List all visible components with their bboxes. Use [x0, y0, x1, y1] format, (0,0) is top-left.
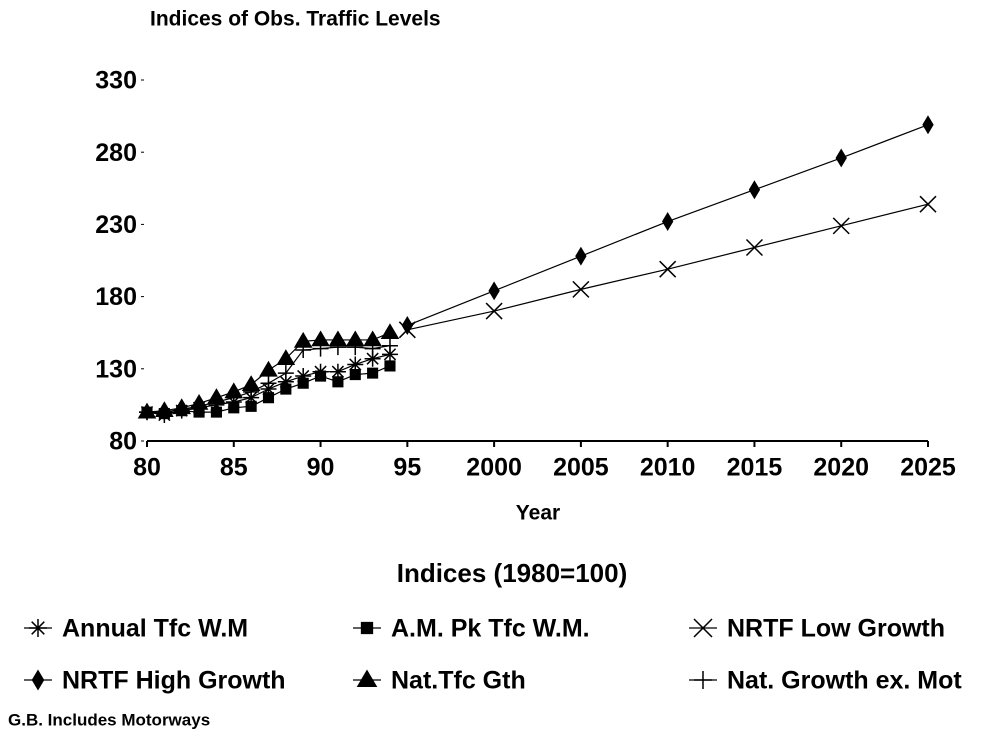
legend-label: Nat. Growth ex. Mot — [727, 667, 962, 695]
marker — [225, 389, 242, 406]
marker — [661, 212, 674, 231]
marker — [356, 669, 378, 688]
marker — [488, 281, 500, 301]
marker — [191, 398, 208, 415]
marker — [297, 377, 309, 389]
x-axis-label: Year — [516, 502, 560, 525]
marker — [210, 406, 222, 418]
marker — [295, 342, 312, 359]
marker — [329, 363, 346, 380]
marker — [31, 669, 45, 691]
marker — [693, 618, 713, 638]
marker — [332, 376, 344, 388]
marker — [208, 394, 225, 411]
marker — [748, 180, 761, 200]
marker — [156, 404, 173, 421]
y-tick-label: 130 — [95, 355, 137, 383]
marker — [401, 316, 414, 335]
legend-label: Annual Tfc W.M — [62, 615, 248, 643]
x-tick-label: 2015 — [727, 454, 783, 482]
marker — [364, 350, 381, 367]
x-tick-label: 2000 — [466, 454, 522, 482]
marker — [29, 619, 47, 637]
marker — [312, 340, 329, 357]
x-tick-label: 2005 — [553, 454, 609, 482]
marker — [277, 365, 294, 382]
legend-label: NRTF Low Growth — [727, 615, 945, 643]
marker — [260, 375, 277, 392]
marker — [485, 302, 503, 320]
y-tick-label: 280 — [95, 139, 137, 167]
x-tick-label: 80 — [133, 454, 161, 482]
x-tick-label: 85 — [220, 454, 248, 482]
marker — [745, 238, 763, 257]
marker — [381, 346, 398, 363]
marker — [575, 246, 587, 266]
marker — [277, 373, 294, 390]
marker — [347, 339, 364, 356]
marker — [295, 368, 312, 385]
marker — [329, 339, 346, 356]
marker — [384, 360, 396, 372]
marker — [259, 360, 278, 377]
y-tick-label: 330 — [95, 67, 137, 95]
marker — [835, 148, 847, 168]
note: G.B. Includes Motorways — [8, 710, 210, 729]
legend-label: NRTF High Growth — [62, 667, 286, 695]
marker — [360, 621, 374, 635]
x-tick-label: 2025 — [900, 454, 956, 482]
marker — [262, 392, 275, 404]
marker — [349, 369, 361, 381]
x-tick-label: 2020 — [813, 454, 869, 482]
y-tick-label: 230 — [95, 211, 137, 239]
marker — [832, 217, 850, 235]
marker — [572, 280, 590, 298]
marker — [381, 337, 398, 354]
marker — [380, 323, 400, 340]
marker — [245, 400, 257, 412]
marker — [367, 367, 379, 379]
legend-title: Indices (1980=100) — [397, 558, 628, 588]
marker — [243, 383, 260, 400]
marker — [315, 370, 327, 382]
chart-title: Indices of Obs. Traffic Levels — [150, 8, 441, 31]
marker — [364, 340, 381, 357]
marker — [694, 671, 712, 689]
marker — [919, 195, 937, 213]
marker — [276, 349, 296, 366]
marker — [228, 402, 240, 414]
y-tick-label: 80 — [109, 428, 137, 456]
legend-label: Nat.Tfc Gth — [391, 667, 526, 695]
x-tick-label: 95 — [393, 454, 421, 482]
legend-label: A.M. Pk Tfc W.M. — [391, 615, 590, 643]
marker — [347, 356, 364, 373]
x-tick-label: 2010 — [640, 454, 696, 482]
marker — [173, 401, 190, 418]
marker — [659, 260, 677, 278]
marker — [139, 404, 155, 421]
marker — [280, 383, 292, 395]
x-tick-label: 90 — [307, 454, 335, 482]
y-tick-label: 180 — [95, 283, 137, 311]
marker — [922, 115, 934, 135]
